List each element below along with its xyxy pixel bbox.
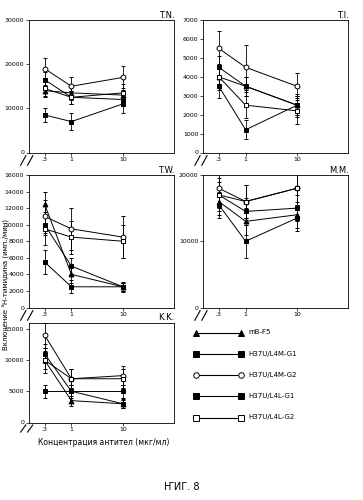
Text: H37U/L4L-G2: H37U/L4L-G2	[248, 414, 294, 420]
Text: Включение ³H-тимидина (имп./мин): Включение ³H-тимидина (имп./мин)	[2, 220, 9, 350]
Text: H37U/L4M-G2: H37U/L4M-G2	[248, 372, 297, 378]
Text: Концентрация антител (мкг/мл): Концентрация антител (мкг/мл)	[38, 438, 169, 447]
Text: H37U/L4L-G1: H37U/L4L-G1	[248, 393, 294, 399]
Text: H37U/L4M-G1: H37U/L4M-G1	[248, 351, 297, 357]
Text: mB-F5: mB-F5	[248, 330, 270, 336]
Text: K.K.: K.K.	[158, 314, 174, 322]
Text: T.I.: T.I.	[337, 11, 348, 20]
Text: T.N.: T.N.	[159, 11, 174, 20]
Text: M.M.: M.M.	[329, 166, 348, 175]
Text: ҤИГ. 8: ҤИГ. 8	[164, 482, 199, 492]
Text: T.W.: T.W.	[158, 166, 174, 175]
